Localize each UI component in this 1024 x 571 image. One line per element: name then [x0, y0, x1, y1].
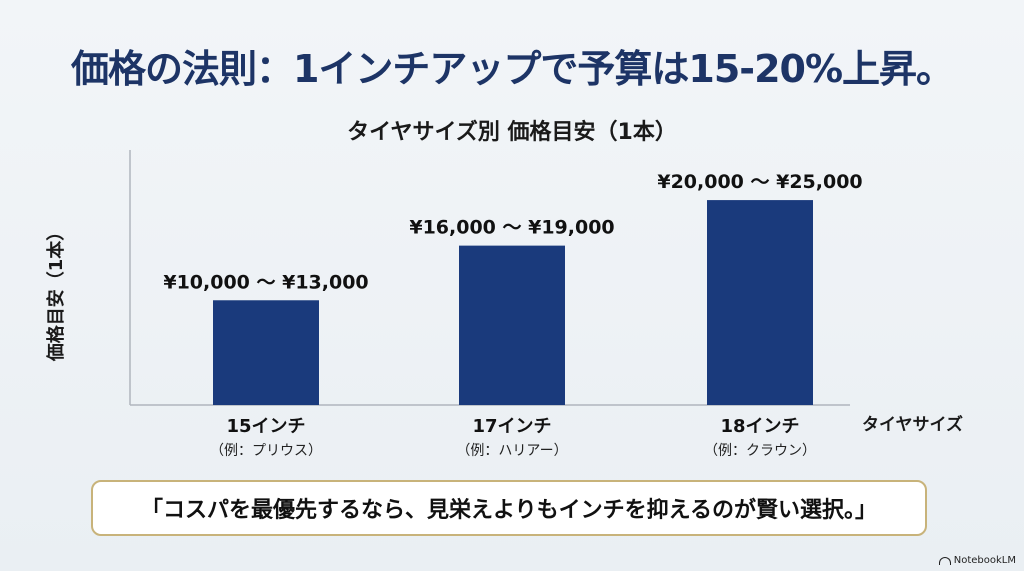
notebooklm-icon: [938, 556, 951, 565]
x-tick-note-3: （例：クラウン）: [704, 443, 816, 459]
bar-3: [707, 200, 813, 405]
x-tick-label-2: 17インチ: [472, 416, 551, 437]
bar-1: [213, 300, 319, 405]
data-label-3: ¥20,000 ～ ¥25,000: [657, 171, 862, 193]
page-title: 価格の法則：1インチアップで予算は15-20%上昇。: [70, 47, 954, 91]
x-tick-note-1: （例：プリウス）: [210, 443, 322, 459]
brand-label: NotebookLM: [953, 555, 1016, 566]
bar-2: [459, 245, 565, 405]
x-tick-note-2: （例：ハリアー）: [456, 443, 567, 459]
x-axis-label: タイヤサイズ: [862, 415, 963, 435]
brand-badge: NotebookLM: [938, 555, 1016, 566]
x-tick-label-1: 15インチ: [226, 416, 305, 437]
takeaway-callout: 「コスパを最優先するなら、見栄えよりもインチを抑えるのが賢い選択。」: [91, 480, 927, 536]
chart-title: タイヤサイズ別 価格目安（1本）: [347, 120, 677, 145]
x-tick-label-3: 18インチ: [720, 416, 799, 437]
data-label-1: ¥10,000 ～ ¥13,000: [163, 271, 368, 293]
data-label-2: ¥16,000 ～ ¥19,000: [409, 217, 614, 239]
